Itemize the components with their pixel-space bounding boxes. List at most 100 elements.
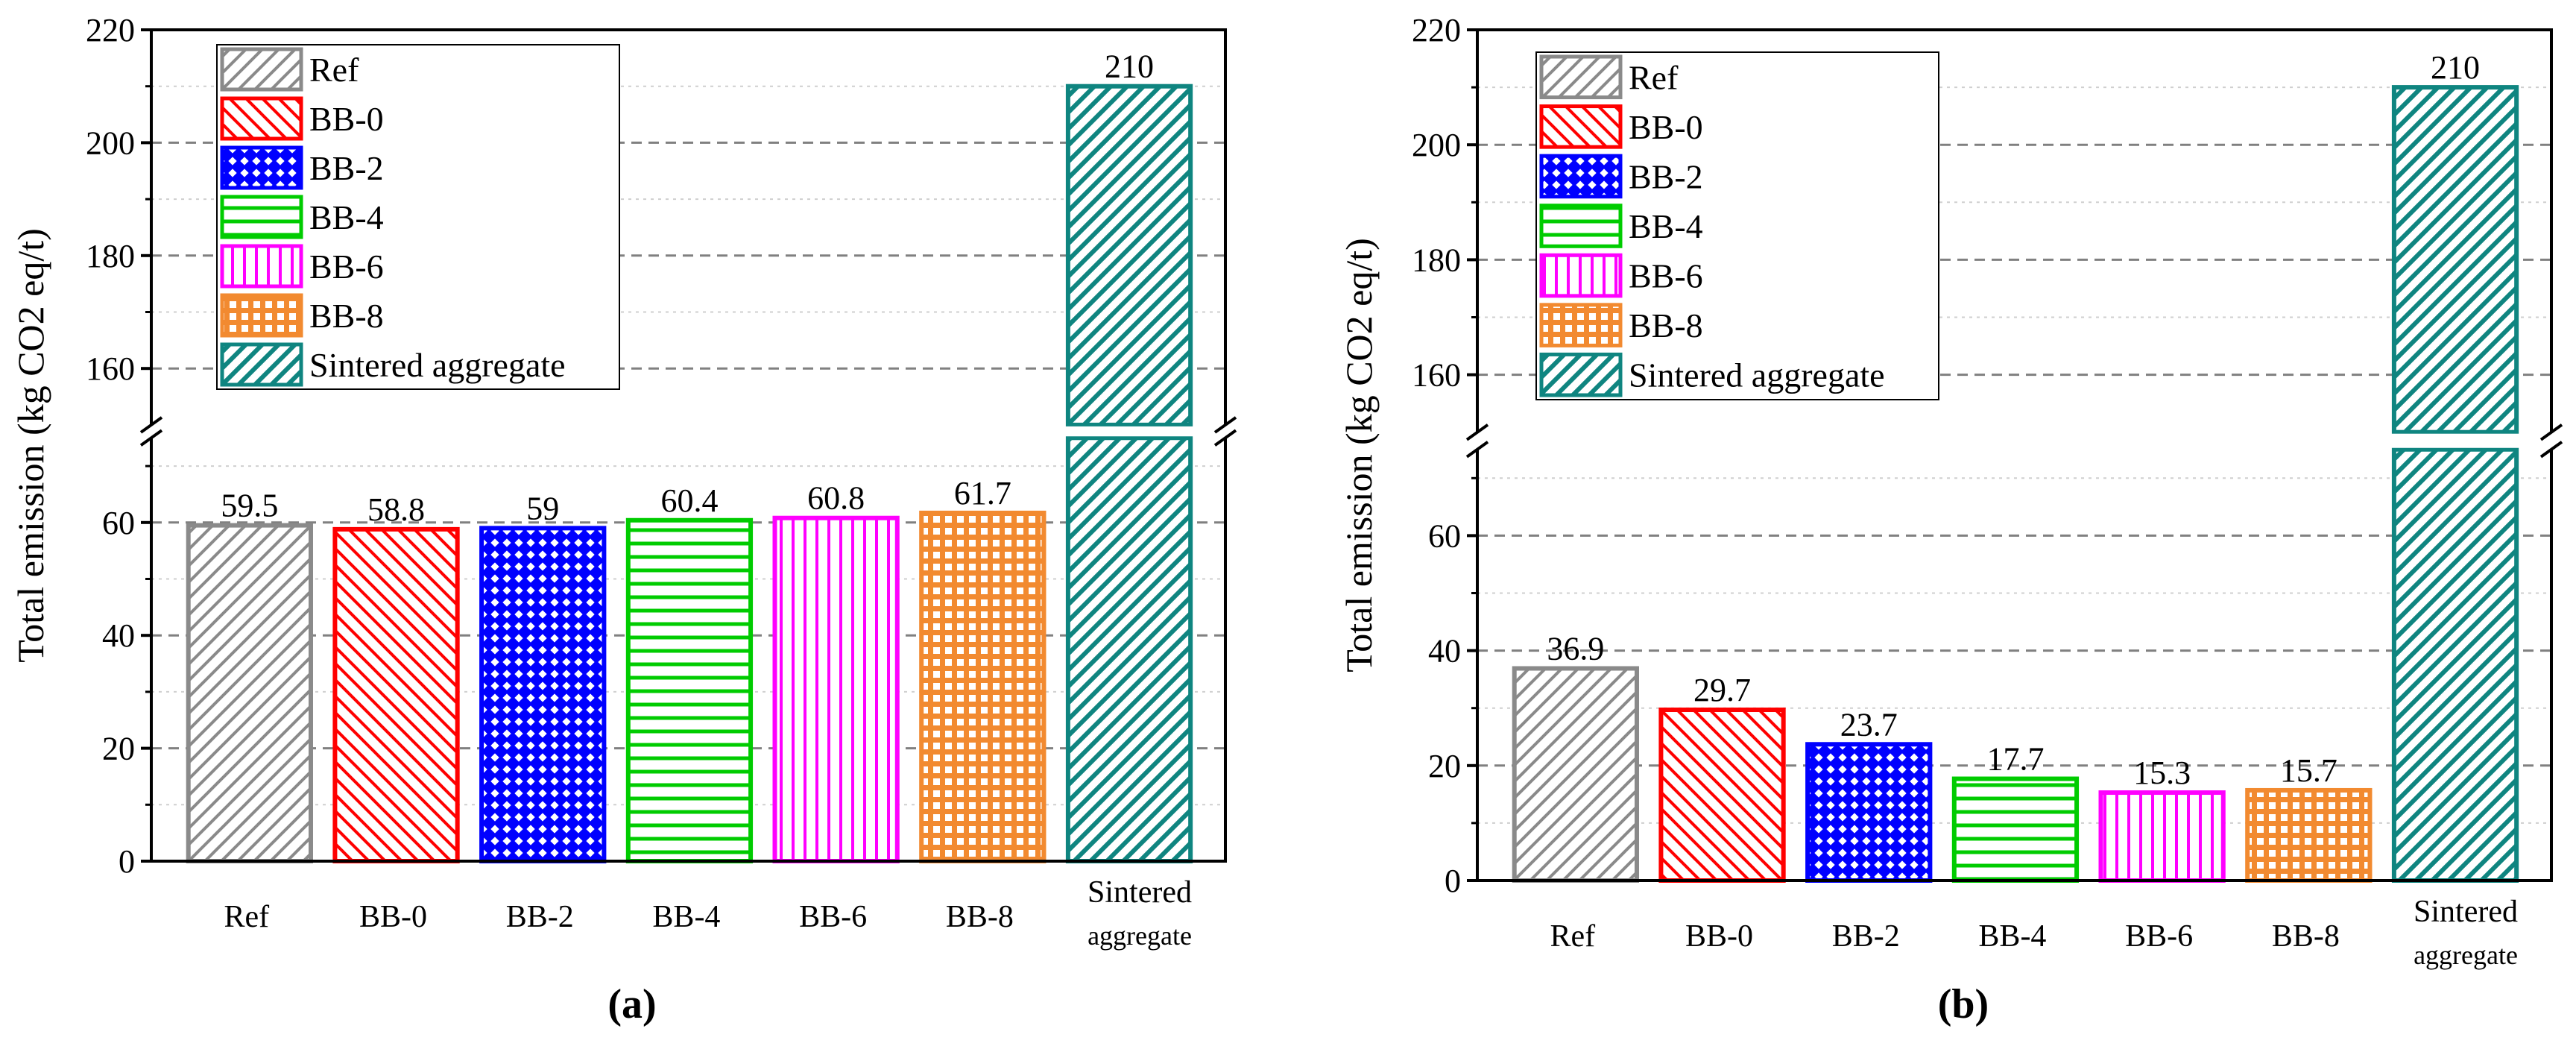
bar-bb-6 xyxy=(2098,790,2226,883)
x-tick-label: Ref xyxy=(224,900,270,934)
bar-bb-0 xyxy=(1658,708,1786,883)
data-label: 23.7 xyxy=(1840,706,1898,743)
data-label: 58.8 xyxy=(367,491,425,528)
bar-bb-2 xyxy=(479,526,607,863)
data-label: 15.3 xyxy=(2133,755,2191,791)
legend: Ref BB-0 BB-2 BB-4 BB-6 BB-8 Sintered aggregat… xyxy=(216,44,620,390)
bar-bb-8 xyxy=(919,510,1046,864)
bar-ref xyxy=(186,523,313,864)
y-tick-label: 200 xyxy=(86,125,135,161)
data-label: 210 xyxy=(2431,49,2480,86)
axis-frame-upper xyxy=(1476,28,2553,432)
axis-break-mark xyxy=(139,416,163,434)
legend-swatch-bb-0 xyxy=(1539,104,1623,149)
x-tick-label: BB-2 xyxy=(506,900,574,934)
data-label: 15.7 xyxy=(2280,752,2337,789)
axis-frame-upper xyxy=(150,28,1227,425)
bar-bb-0 xyxy=(332,526,460,863)
bar-bb-8 xyxy=(2245,787,2373,883)
legend-label: BB-0 xyxy=(309,100,384,138)
legend-label: Sintered aggregate xyxy=(309,346,566,384)
bar-bb-4 xyxy=(625,517,754,863)
legend-label: BB-0 xyxy=(1629,108,1703,146)
y-tick-label: 40 xyxy=(102,617,135,654)
data-label: 17.7 xyxy=(1986,741,2044,778)
x-tick-label: BB-8 xyxy=(946,900,1014,934)
bar-sintered-aggregate-upper xyxy=(1065,84,1193,427)
x-tick-label: BB-8 xyxy=(2272,919,2340,954)
data-label: 60.8 xyxy=(807,480,865,517)
legend-swatch-bb-2 xyxy=(220,145,303,190)
data-label: 36.9 xyxy=(1547,631,1604,667)
y-tick-label: 220 xyxy=(1412,12,1461,48)
axis-frame-lower xyxy=(1476,449,2553,882)
legend-label: BB-6 xyxy=(309,248,384,286)
x-tick-label: BB-6 xyxy=(799,900,867,934)
data-label: 61.7 xyxy=(954,475,1011,511)
legend-swatch-bb-6 xyxy=(220,244,303,289)
y-tick-label: 160 xyxy=(86,350,135,387)
legend-swatch-bb-0 xyxy=(220,96,303,141)
legend-swatch-sintered-aggregate xyxy=(1539,352,1623,397)
y-axis-title: Total emission (kg CO2 eq/t) xyxy=(10,228,51,663)
legend-label: BB-4 xyxy=(309,198,384,236)
y-tick-label: 60 xyxy=(1428,517,1461,554)
x-tick-label: BB-6 xyxy=(2125,919,2193,954)
legend-label: BB-6 xyxy=(1629,257,1703,295)
x-tick-label: Ref xyxy=(1550,919,1596,954)
x-tick-label: Sintered xyxy=(2414,895,2518,929)
legend-swatch-ref xyxy=(1539,54,1623,100)
legend-label: Ref xyxy=(309,51,359,89)
y-tick-label: 0 xyxy=(1445,863,1461,899)
y-tick-label: 0 xyxy=(119,843,135,880)
x-tick-label: BB-4 xyxy=(652,900,720,934)
bar-break-gap xyxy=(1064,426,1194,437)
legend-label: BB-8 xyxy=(1629,306,1703,344)
axis-break-mark xyxy=(1465,423,1489,441)
y-tick-label: 20 xyxy=(1428,748,1461,784)
legend-label: BB-8 xyxy=(309,297,384,335)
legend-swatch-bb-8 xyxy=(220,293,303,338)
legend-swatch-bb-4 xyxy=(220,195,303,239)
data-label: 59 xyxy=(526,490,559,526)
x-tick-label: aggregate xyxy=(1087,921,1192,951)
y-tick-label: 220 xyxy=(86,12,135,48)
bar-sintered-aggregate-upper xyxy=(2391,85,2519,435)
data-label: 59.5 xyxy=(221,488,278,524)
legend-label: BB-2 xyxy=(309,149,384,187)
x-tick-label: BB-2 xyxy=(1832,919,1900,954)
y-tick-label: 160 xyxy=(1412,357,1461,394)
axis-frame-lower xyxy=(150,438,1227,863)
legend-swatch-bb-6 xyxy=(1539,253,1623,298)
legend-swatch-bb-8 xyxy=(1539,303,1623,347)
x-tick-label: aggregate xyxy=(2414,940,2518,970)
y-tick-label: 60 xyxy=(102,505,135,541)
legend-label: Sintered aggregate xyxy=(1629,356,1885,394)
x-tick-label: Sintered xyxy=(1087,875,1192,910)
legend-label: Ref xyxy=(1629,58,1679,96)
chart-panel-a: 59.5 Ref 58.8 BB-0 59 BB-2 60.4 BB-4 60.8 BB-6 61.… xyxy=(10,12,1237,951)
legend-swatch-bb-2 xyxy=(1539,154,1623,199)
axis-break-mark xyxy=(2539,423,2563,441)
bar-break-gap xyxy=(2390,433,2520,448)
y-tick-label: 20 xyxy=(102,731,135,767)
y-tick-label: 180 xyxy=(1412,242,1461,278)
data-label: 210 xyxy=(1105,48,1154,85)
y-axis-title: Total emission (kg CO2 eq/t) xyxy=(1338,238,1380,673)
panel-label-a: (a) xyxy=(607,981,656,1027)
y-tick-label: 200 xyxy=(1412,127,1461,163)
legend-swatch-sintered-aggregate xyxy=(220,342,303,387)
data-label: 60.4 xyxy=(660,482,718,519)
axis-break-mark xyxy=(1465,441,1489,459)
legend-swatch-bb-4 xyxy=(1539,204,1623,248)
axis-break-mark xyxy=(1213,429,1237,447)
x-tick-label: BB-0 xyxy=(359,900,427,934)
chart-panel-b: 36.9 Ref 29.7 BB-0 23.7 BB-2 17.7 BB-4 15.3 BB-6 1… xyxy=(1338,12,2563,970)
y-tick-label: 40 xyxy=(1428,633,1461,670)
panel-label-b: (b) xyxy=(1938,981,1989,1027)
bar-bb-6 xyxy=(772,515,900,864)
axis-break-mark xyxy=(2539,441,2563,459)
bar-sintered-aggregate-lower xyxy=(2391,447,2519,883)
bar-bb-2 xyxy=(1805,742,1933,884)
